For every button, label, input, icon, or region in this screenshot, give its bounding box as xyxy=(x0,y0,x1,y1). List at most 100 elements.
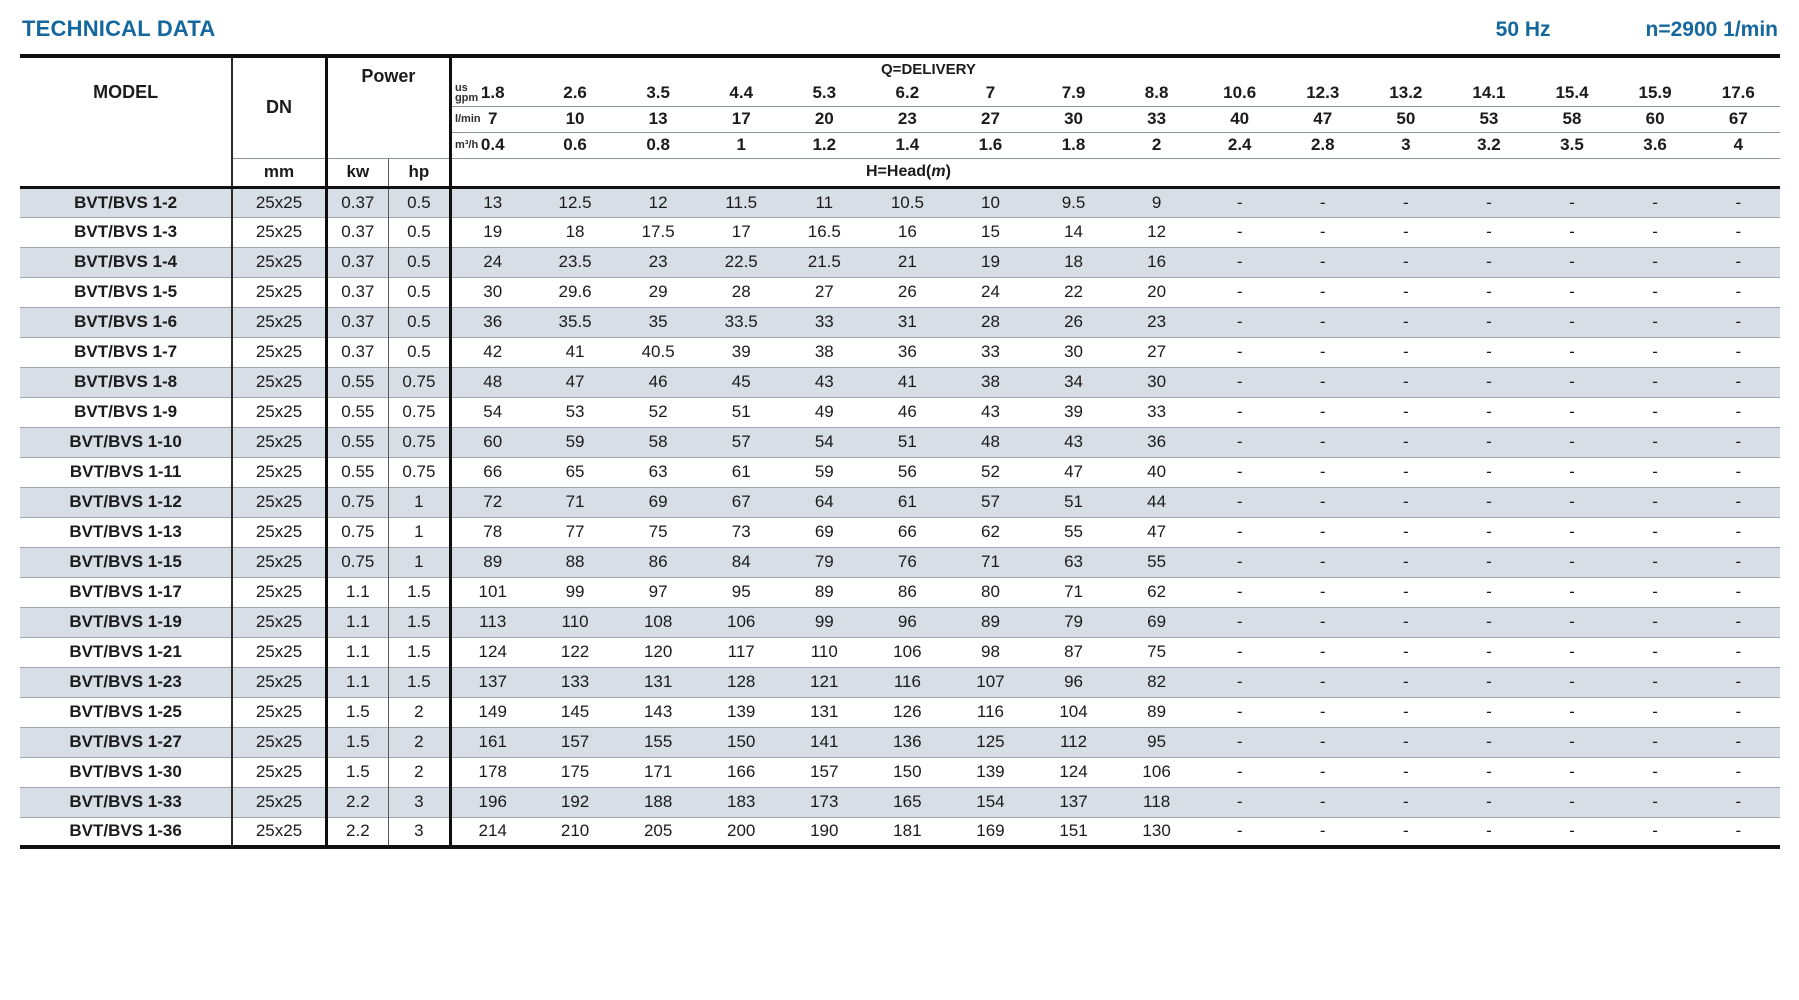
table-row: BVT/BVS 1-4 25x25 0.37 0.5 24 23.5 23 22.5 21.5 2… xyxy=(20,246,1780,277)
head-value-cell: 110 xyxy=(782,636,866,667)
head-value-cell: 124 xyxy=(450,636,534,667)
head-value-cell: - xyxy=(1198,186,1282,217)
head-value-cell: 131 xyxy=(616,666,700,697)
head-value-cell: - xyxy=(1281,276,1365,307)
delivery-unit-value: 13 xyxy=(616,106,700,133)
head-value-cell: - xyxy=(1364,216,1448,247)
head-value-cell: - xyxy=(1198,246,1282,277)
head-value-cell: 80 xyxy=(948,576,1032,607)
head-value-cell: 71 xyxy=(1031,576,1116,607)
head-value-cell: - xyxy=(1530,216,1614,247)
head-value-cell: - xyxy=(1281,516,1365,547)
head-value-cell: - xyxy=(1198,696,1282,727)
delivery-unit-value: 20 xyxy=(782,106,866,133)
head-value-cell: 48 xyxy=(948,426,1032,457)
head-header: H=Head(m) xyxy=(450,158,1780,189)
head-value-cell: 53 xyxy=(533,396,617,427)
head-value-cell: - xyxy=(1364,306,1448,337)
dn-cell: 25x25 xyxy=(232,546,328,577)
head-value-cell: 16 xyxy=(1115,246,1199,277)
table-row: BVT/BVS 1-6 25x25 0.37 0.5 36 35.5 35 33.5 33 31 2… xyxy=(20,306,1780,337)
power-kw-cell: 0.37 xyxy=(326,186,389,217)
head-value-cell: - xyxy=(1281,456,1365,487)
power-kw-cell: 1.5 xyxy=(326,756,389,787)
delivery-unit-label: m³/h xyxy=(454,139,479,151)
delivery-unit-value: 3.5 xyxy=(1530,132,1614,159)
head-value-cell: 173 xyxy=(782,786,866,817)
head-value-cell: - xyxy=(1447,666,1531,697)
head-value-cell: 78 xyxy=(450,516,534,547)
head-value-cell: - xyxy=(1364,516,1448,547)
delivery-unit-value: 15.9 xyxy=(1613,80,1697,107)
delivery-unit-value: 2.8 xyxy=(1281,132,1365,159)
head-value-cell: - xyxy=(1447,366,1531,397)
head-value-cell: 106 xyxy=(1115,756,1199,787)
delivery-unit-first-value: 7 xyxy=(487,109,498,128)
delivery-unit-value: 3.2 xyxy=(1447,132,1531,159)
power-hp-cell: 0.75 xyxy=(388,396,452,427)
delivery-unit-value: 17 xyxy=(699,106,783,133)
head-value-cell: 107 xyxy=(948,666,1032,697)
head-value-cell: 106 xyxy=(865,636,949,667)
delivery-unit-value: 58 xyxy=(1530,106,1614,133)
head-value-cell: - xyxy=(1696,546,1780,577)
head-value-cell: - xyxy=(1281,606,1365,637)
head-value-cell: 210 xyxy=(533,816,617,847)
dn-cell: 25x25 xyxy=(232,276,328,307)
head-value-cell: 46 xyxy=(616,366,700,397)
dn-cell: 25x25 xyxy=(232,216,328,247)
head-value-cell: - xyxy=(1696,186,1780,217)
table-row: BVT/BVS 1-11 25x25 0.55 0.75 66 65 63 61 59 56 52 4… xyxy=(20,456,1780,487)
model-cell: BVT/BVS 1-8 xyxy=(20,366,234,397)
head-value-cell: - xyxy=(1696,726,1780,757)
head-value-cell: 110 xyxy=(533,606,617,637)
power-hp-cell: 1.5 xyxy=(388,666,452,697)
head-value-cell: - xyxy=(1530,426,1614,457)
head-value-cell: - xyxy=(1198,336,1282,367)
head-value-cell: - xyxy=(1530,396,1614,427)
head-value-cell: - xyxy=(1447,186,1531,217)
head-value-cell: - xyxy=(1364,426,1448,457)
head-header-unit: m xyxy=(931,163,946,180)
head-value-cell: 9.5 xyxy=(1031,186,1116,217)
model-cell: BVT/BVS 1-5 xyxy=(20,276,234,307)
delivery-unit-value: 4 xyxy=(1696,132,1780,159)
head-value-cell: - xyxy=(1447,486,1531,517)
dn-cell: 25x25 xyxy=(232,456,328,487)
dn-cell: 25x25 xyxy=(232,816,328,847)
model-cell: BVT/BVS 1-21 xyxy=(20,636,234,667)
head-value-cell: - xyxy=(1613,516,1697,547)
head-value-cell: - xyxy=(1613,216,1697,247)
head-value-cell: 89 xyxy=(782,576,866,607)
head-value-cell: 59 xyxy=(533,426,617,457)
head-value-cell: 52 xyxy=(616,396,700,427)
head-value-cell: 89 xyxy=(1115,696,1199,727)
model-cell: BVT/BVS 1-23 xyxy=(20,666,234,697)
power-hp-cell: 0.5 xyxy=(388,216,452,247)
unit-row-us-gpm: us gpm 1.8 2.6 3.5 4.4 5.3 6.2 7 7.9 8.8 10.6 12.3 1… xyxy=(20,80,1780,107)
head-value-cell: - xyxy=(1364,636,1448,667)
delivery-unit-value: 6.2 xyxy=(865,80,949,107)
delivery-unit-value: 1.2 xyxy=(782,132,866,159)
head-value-cell: 137 xyxy=(450,666,534,697)
head-value-cell: - xyxy=(1364,396,1448,427)
head-value-cell: 122 xyxy=(533,636,617,667)
head-value-cell: 137 xyxy=(1031,786,1116,817)
head-value-cell: 76 xyxy=(865,546,949,577)
head-value-cell: - xyxy=(1447,456,1531,487)
delivery-unit-value: 40 xyxy=(1198,106,1282,133)
head-value-cell: - xyxy=(1198,366,1282,397)
head-value-cell: - xyxy=(1530,696,1614,727)
table-row: BVT/BVS 1-21 25x25 1.1 1.5 124 122 120 117 110 10… xyxy=(20,636,1780,667)
head-value-cell: 26 xyxy=(865,276,949,307)
head-value-cell: 61 xyxy=(865,486,949,517)
model-column-header: MODEL xyxy=(20,56,234,189)
head-value-cell: 149 xyxy=(450,696,534,727)
unit-row-m3-h: m³/h 0.4 0.6 0.8 1 1.2 1.4 1.6 1.8 2 2.4 2.8 3 3.2 3.5… xyxy=(20,132,1780,159)
head-value-cell: - xyxy=(1198,816,1282,847)
power-hp-cell: 1 xyxy=(388,516,452,547)
head-value-cell: 31 xyxy=(865,306,949,337)
table-body: BVT/BVS 1-2 25x25 0.37 0.5 13 12.5 12 11.5 11 10.… xyxy=(20,186,1780,847)
head-value-cell: 116 xyxy=(865,666,949,697)
head-value-cell: 113 xyxy=(450,606,534,637)
